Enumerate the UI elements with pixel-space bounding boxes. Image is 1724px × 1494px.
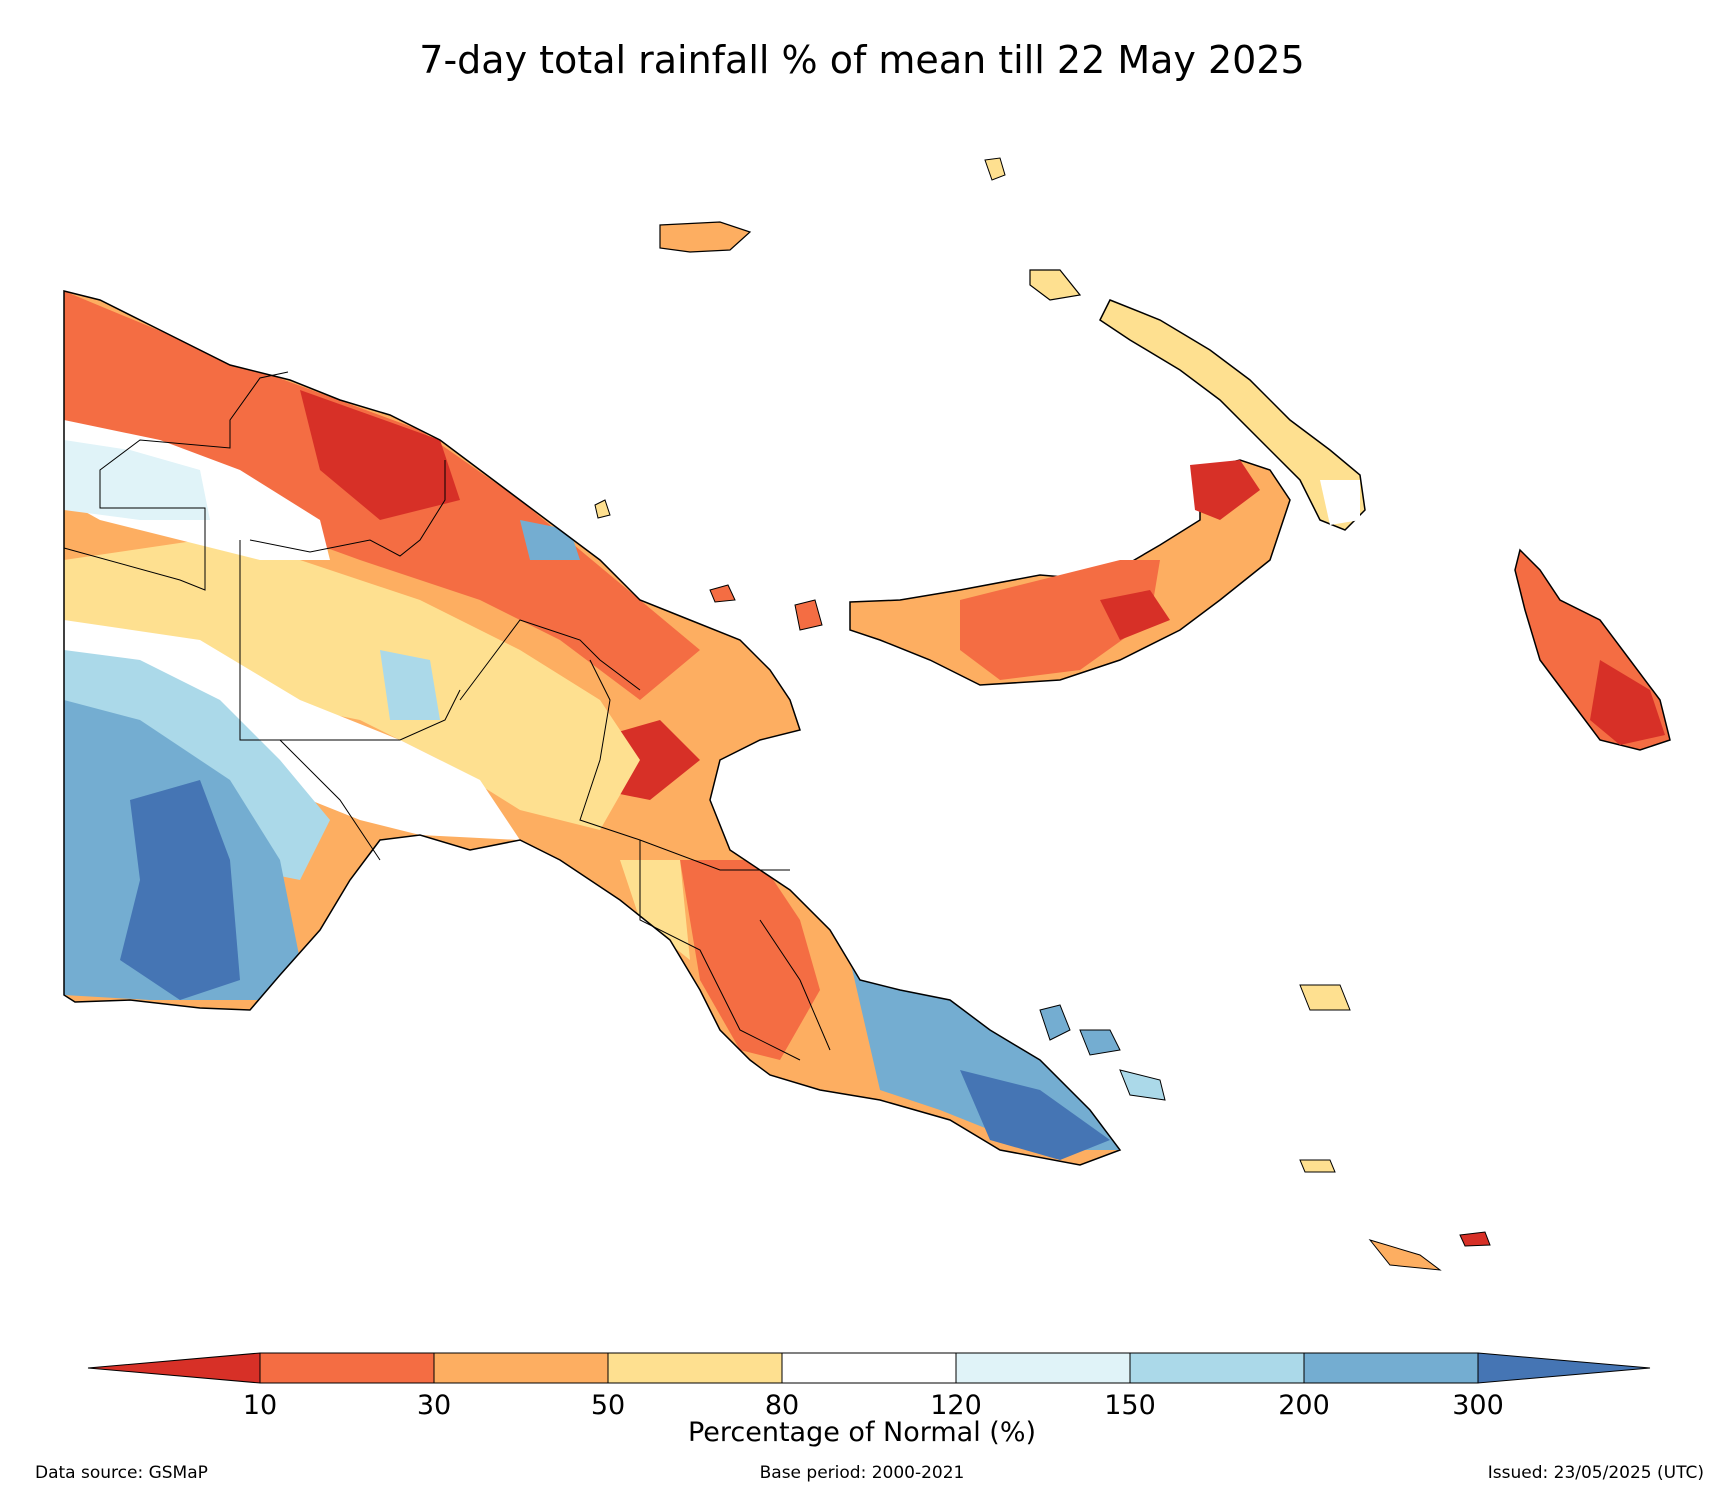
new-ireland-island xyxy=(1029,269,1366,531)
new-britain-island xyxy=(849,459,1291,686)
colorbar-bin-120-150 xyxy=(955,1352,1131,1384)
colorbar-under-arrow xyxy=(87,1352,261,1384)
colorbar-tick: 120 xyxy=(930,1390,982,1421)
colorbar-label: Percentage of Normal (%) xyxy=(687,1417,1037,1448)
colorbar-over-arrow xyxy=(1477,1352,1651,1384)
milne-bay-islands xyxy=(1039,984,1491,1271)
colorbar xyxy=(87,1352,1651,1384)
colorbar-tick: 10 xyxy=(242,1390,278,1421)
colorbar-tick: 300 xyxy=(1452,1390,1504,1421)
colorbar-tick: 50 xyxy=(590,1390,626,1421)
manus-island xyxy=(594,157,1006,631)
colorbar-ticks: 10 30 50 80 120 150 200 300 xyxy=(0,1390,1724,1430)
colorbar-bin-30-50 xyxy=(433,1352,609,1384)
colorbar-tick: 80 xyxy=(764,1390,800,1421)
colorbar-tick: 30 xyxy=(416,1390,452,1421)
colorbar-bin-50-80 xyxy=(607,1352,783,1384)
bougainville-island xyxy=(1514,548,1671,751)
data-source-note: Data source: GSMaP xyxy=(35,1463,208,1483)
colorbar-bin-200-300 xyxy=(1303,1352,1479,1384)
issued-date-note: Issued: 23/05/2025 (UTC) xyxy=(1487,1463,1704,1483)
colorbar-bin-80-120 xyxy=(781,1352,957,1384)
map-title: 7-day total rainfall % of mean till 22 M… xyxy=(419,38,1305,82)
base-period-note: Base period: 2000-2021 xyxy=(759,1463,965,1483)
colorbar-bin-10-30 xyxy=(259,1352,435,1384)
colorbar-bin-150-200 xyxy=(1129,1352,1305,1384)
mainland xyxy=(63,290,1122,1166)
colorbar-tick: 150 xyxy=(1104,1390,1156,1421)
colorbar-tick: 200 xyxy=(1278,1390,1330,1421)
